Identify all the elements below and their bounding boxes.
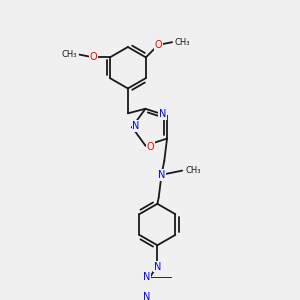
Text: N: N	[133, 121, 140, 131]
Text: O: O	[154, 40, 162, 50]
Text: CH₃: CH₃	[185, 166, 200, 175]
Text: N: N	[159, 110, 167, 119]
Text: N: N	[154, 262, 162, 272]
Text: O: O	[89, 52, 97, 62]
Text: CH₃: CH₃	[175, 38, 190, 47]
Text: N: N	[143, 272, 151, 282]
Text: N: N	[143, 292, 150, 300]
Text: CH₃: CH₃	[61, 50, 77, 59]
Text: N: N	[158, 170, 165, 180]
Text: O: O	[147, 142, 154, 152]
